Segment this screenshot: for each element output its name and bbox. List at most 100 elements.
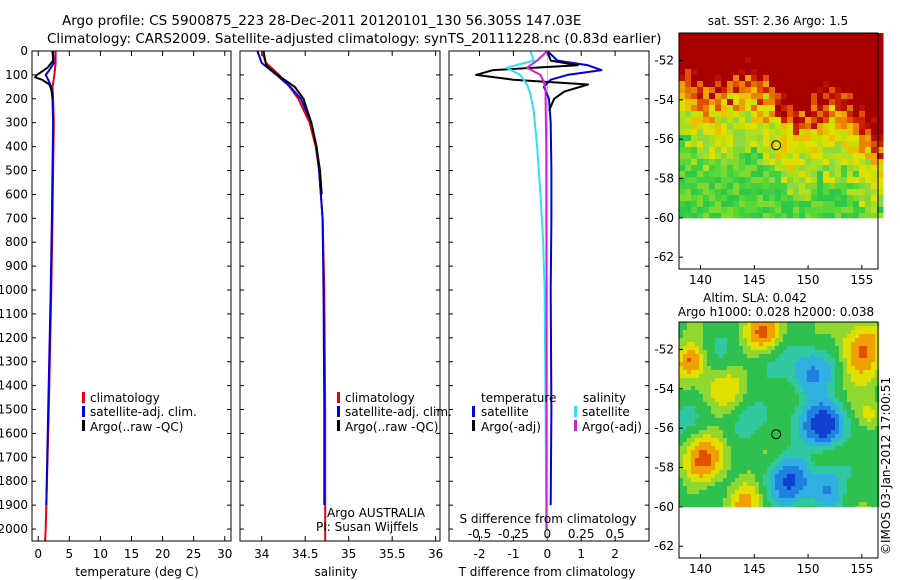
sst-cell xyxy=(853,81,860,88)
sla-cell xyxy=(875,406,880,411)
sst-cell xyxy=(775,105,782,112)
sla-cell xyxy=(855,410,860,415)
sst-cell xyxy=(817,189,824,196)
sla-cell xyxy=(855,414,860,419)
sla-cell xyxy=(755,358,760,363)
sst-cell xyxy=(751,57,758,64)
sla-cell xyxy=(787,334,792,339)
sla-cell xyxy=(807,454,812,459)
sla-cell xyxy=(855,434,860,439)
sla-cell xyxy=(807,462,812,467)
sla-cell xyxy=(779,454,784,459)
sla-cell xyxy=(755,390,760,395)
sst-cell xyxy=(829,177,836,184)
sla-cell xyxy=(731,358,736,363)
sla-cell xyxy=(755,466,760,471)
sla-cell xyxy=(839,506,844,508)
sla-cell xyxy=(711,358,716,363)
sla-cell xyxy=(839,326,844,331)
sla-cell xyxy=(723,358,728,363)
sla-cell xyxy=(783,466,788,471)
sla-cell xyxy=(819,370,824,375)
sst-cell xyxy=(871,87,878,94)
sla-cell xyxy=(835,418,840,423)
sla-cell xyxy=(795,506,800,508)
sst-cell xyxy=(751,129,758,136)
sla-cell xyxy=(807,442,812,447)
sst-cell xyxy=(823,99,830,106)
sla-cell xyxy=(795,478,800,483)
sst-cell xyxy=(733,81,740,88)
sla-cell xyxy=(863,406,868,411)
sla-cell xyxy=(751,334,756,339)
sla-cell xyxy=(855,454,860,459)
sla-cell xyxy=(707,454,712,459)
sla-cell xyxy=(771,418,776,423)
sla-cell xyxy=(707,478,712,483)
sla-cell xyxy=(695,326,700,331)
sla-cell xyxy=(779,462,784,467)
sst-cell xyxy=(877,81,884,88)
sst-cell xyxy=(829,207,836,214)
sla-cell xyxy=(735,458,740,463)
sst-cell xyxy=(823,93,830,100)
sst-cell xyxy=(685,189,692,196)
sla-cell xyxy=(771,414,776,419)
sst-cell xyxy=(769,147,776,154)
sla-cell xyxy=(683,498,688,503)
sst-cell xyxy=(787,117,794,124)
sla-cell xyxy=(835,494,840,499)
sla-cell xyxy=(807,498,812,503)
sst-cell xyxy=(841,63,848,70)
sla-cell xyxy=(839,382,844,387)
sst-cell xyxy=(817,81,824,88)
sst-cell xyxy=(745,51,752,58)
sla-cell xyxy=(679,454,684,459)
sla-cell xyxy=(683,442,688,447)
sla-cell xyxy=(695,382,700,387)
sst-cell xyxy=(805,135,812,142)
sst-cell xyxy=(739,99,746,106)
sla-cell xyxy=(711,382,716,387)
sla-cell xyxy=(851,486,856,491)
sla-cell xyxy=(859,498,864,503)
sla-cell xyxy=(771,462,776,467)
sla-cell xyxy=(783,390,788,395)
sla-cell xyxy=(839,434,844,439)
sla-cell xyxy=(731,470,736,475)
sst-cell xyxy=(817,99,824,106)
sla-cell xyxy=(775,438,780,443)
sla-cell xyxy=(819,434,824,439)
sst-cell xyxy=(811,129,818,136)
sla-cell xyxy=(807,430,812,435)
sst-cell xyxy=(787,63,794,70)
sla-cell xyxy=(787,498,792,503)
sla-cell xyxy=(747,430,752,435)
sla-cell xyxy=(747,442,752,447)
sla-cell xyxy=(763,490,768,495)
sst-cell xyxy=(763,171,770,178)
sla-cell xyxy=(691,450,696,455)
sla-cell xyxy=(807,438,812,443)
sst-cell xyxy=(715,183,722,190)
sst-cell xyxy=(841,195,848,202)
sla-cell xyxy=(759,334,764,339)
sst-cell xyxy=(871,69,878,76)
sla-cell xyxy=(703,410,708,415)
sla-cell xyxy=(683,446,688,451)
sst-cell xyxy=(841,171,848,178)
sla-cell xyxy=(787,362,792,367)
sla-cell xyxy=(683,430,688,435)
sst-cell xyxy=(847,51,854,58)
sla-cell xyxy=(815,378,820,383)
sst-cell xyxy=(841,87,848,94)
sst-cell xyxy=(793,213,800,219)
sla-cell xyxy=(747,502,752,507)
sst-cell xyxy=(709,117,716,124)
sla-cell xyxy=(847,346,852,351)
sla-cell xyxy=(767,346,772,351)
sla-cell xyxy=(719,470,724,475)
sla-cell xyxy=(787,426,792,431)
sla-cell xyxy=(735,350,740,355)
sst-cell xyxy=(769,33,776,40)
